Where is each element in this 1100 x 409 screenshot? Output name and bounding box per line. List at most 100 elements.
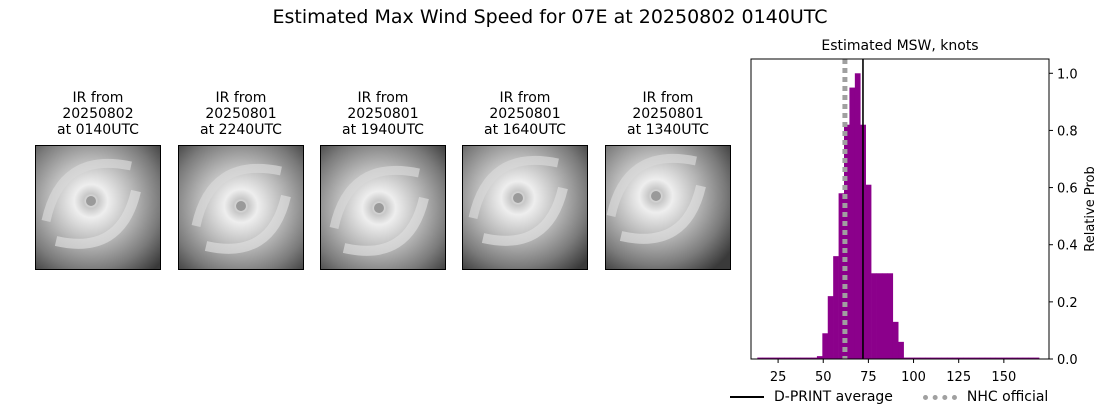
ir-caption: IR from 20250801 at 1640UTC bbox=[462, 90, 588, 142]
ir-caption-line2: 20250801 bbox=[489, 106, 561, 122]
histogram-bar bbox=[936, 357, 942, 359]
histogram-bar bbox=[898, 341, 904, 359]
histogram-bar bbox=[876, 273, 883, 359]
ir-satellite-image bbox=[178, 145, 304, 270]
ir-caption: IR from 20250802 at 0140UTC bbox=[35, 90, 161, 142]
ir-caption-line1: IR from bbox=[357, 90, 409, 106]
ir-satellite-image bbox=[35, 145, 161, 270]
histogram-bar bbox=[881, 273, 888, 359]
x-tick-label: 125 bbox=[946, 370, 971, 385]
histogram-bar bbox=[914, 357, 921, 359]
legend-swatch-dotted-line bbox=[922, 394, 957, 400]
x-tick-label: 50 bbox=[815, 370, 832, 385]
histogram-bar bbox=[795, 357, 801, 359]
histogram-bar bbox=[946, 357, 953, 359]
y-tick-label: 1.0 bbox=[1057, 67, 1078, 82]
histogram-bar bbox=[903, 357, 910, 359]
page-title: Estimated Max Wind Speed for 07E at 2025… bbox=[272, 6, 828, 28]
ir-satellite-image bbox=[605, 145, 731, 270]
histogram-bar bbox=[822, 333, 829, 359]
histogram-bar bbox=[811, 357, 818, 359]
histogram-bar bbox=[952, 357, 959, 359]
histogram-bar bbox=[979, 357, 986, 359]
legend-swatch-solid-line bbox=[730, 396, 764, 398]
ir-panel: IR from 20250802 at 0140UTC bbox=[35, 90, 161, 270]
histogram-bar bbox=[995, 357, 1002, 359]
legend-item-nhc: NHC official bbox=[922, 389, 1049, 405]
histogram-bar bbox=[925, 357, 932, 359]
histogram-bar bbox=[990, 357, 997, 359]
histogram-bar bbox=[930, 357, 937, 359]
histogram-bar bbox=[974, 357, 980, 359]
x-tick-label: 75 bbox=[860, 370, 877, 385]
histogram-bar bbox=[1001, 357, 1007, 359]
ir-caption-line1: IR from bbox=[215, 90, 267, 106]
histogram-bar bbox=[919, 357, 926, 359]
histogram-bar bbox=[1017, 357, 1024, 359]
ir-caption-line2: 20250801 bbox=[347, 106, 419, 122]
histogram-bar bbox=[1028, 357, 1034, 359]
x-tick-label: 100 bbox=[901, 370, 926, 385]
histogram-bar bbox=[773, 357, 780, 359]
histogram-bar bbox=[963, 357, 969, 359]
histogram-bar bbox=[778, 357, 785, 359]
histogram-bar bbox=[984, 357, 991, 359]
histogram-bar bbox=[957, 357, 964, 359]
histogram-bar bbox=[827, 296, 834, 359]
histogram-bar bbox=[784, 357, 791, 359]
ir-satellite-image bbox=[320, 145, 446, 270]
ir-caption: IR from 20250801 at 2240UTC bbox=[178, 90, 304, 142]
ir-caption: IR from 20250801 at 1340UTC bbox=[605, 90, 731, 142]
histogram-bar bbox=[1011, 357, 1018, 359]
ir-satellite-image bbox=[462, 145, 588, 270]
histogram-bar bbox=[816, 356, 823, 359]
ir-panel: IR from 20250801 at 2240UTC bbox=[178, 90, 304, 270]
ir-caption-line3: at 1640UTC bbox=[484, 122, 566, 138]
histogram-bar bbox=[800, 357, 807, 359]
histogram-bar bbox=[762, 357, 769, 359]
ir-caption-line3: at 0140UTC bbox=[57, 122, 139, 138]
chart-legend: D-PRINT average NHC official bbox=[730, 388, 1078, 406]
histogram-bar bbox=[892, 321, 899, 359]
histogram-bar bbox=[838, 193, 845, 359]
y-tick-label: 0.4 bbox=[1057, 239, 1078, 254]
histogram-bar bbox=[806, 357, 812, 359]
histogram-bar bbox=[1022, 357, 1029, 359]
legend-item-dprint: D-PRINT average bbox=[730, 389, 893, 405]
ir-caption-line2: 20250801 bbox=[632, 106, 704, 122]
ir-caption-line3: at 1340UTC bbox=[627, 122, 709, 138]
histogram-bar bbox=[768, 357, 774, 359]
legend-label-nhc: NHC official bbox=[966, 389, 1049, 405]
y-tick-label: 0.2 bbox=[1057, 296, 1078, 311]
ir-caption-line1: IR from bbox=[642, 90, 694, 106]
ir-caption-line1: IR from bbox=[72, 90, 124, 106]
plot-frame bbox=[750, 58, 1050, 360]
histogram-bar bbox=[871, 273, 877, 359]
ir-panel: IR from 20250801 at 1940UTC bbox=[320, 90, 446, 270]
histogram-bar bbox=[1006, 357, 1013, 359]
x-tick-label: 150 bbox=[991, 370, 1016, 385]
y-axis-label: Relative Prob bbox=[1083, 166, 1098, 251]
histogram-bar bbox=[941, 357, 948, 359]
histogram-bar bbox=[849, 87, 856, 360]
y-tick-label: 0.6 bbox=[1057, 182, 1078, 197]
ir-caption-line3: at 2240UTC bbox=[200, 122, 282, 138]
chart-title: Estimated MSW, knots bbox=[821, 38, 978, 54]
histogram-bar bbox=[833, 256, 839, 359]
histogram-bar bbox=[757, 357, 764, 359]
histogram-bar bbox=[909, 357, 915, 359]
ir-caption-line2: 20250802 bbox=[62, 106, 134, 122]
ir-panel: IR from 20250801 at 1640UTC bbox=[462, 90, 588, 270]
histogram-bar bbox=[968, 357, 975, 359]
x-tick-label: 25 bbox=[770, 370, 787, 385]
ir-panel: IR from 20250801 at 1340UTC bbox=[605, 90, 731, 270]
histogram-bar bbox=[865, 184, 872, 359]
histogram-bar bbox=[1033, 357, 1040, 359]
y-tick-label: 0.0 bbox=[1057, 353, 1078, 368]
ir-caption-line3: at 1940UTC bbox=[342, 122, 424, 138]
histogram-bar bbox=[854, 73, 861, 360]
histogram-bar bbox=[789, 357, 796, 359]
histogram-bar bbox=[887, 273, 894, 359]
y-tick-label: 0.8 bbox=[1057, 124, 1078, 139]
